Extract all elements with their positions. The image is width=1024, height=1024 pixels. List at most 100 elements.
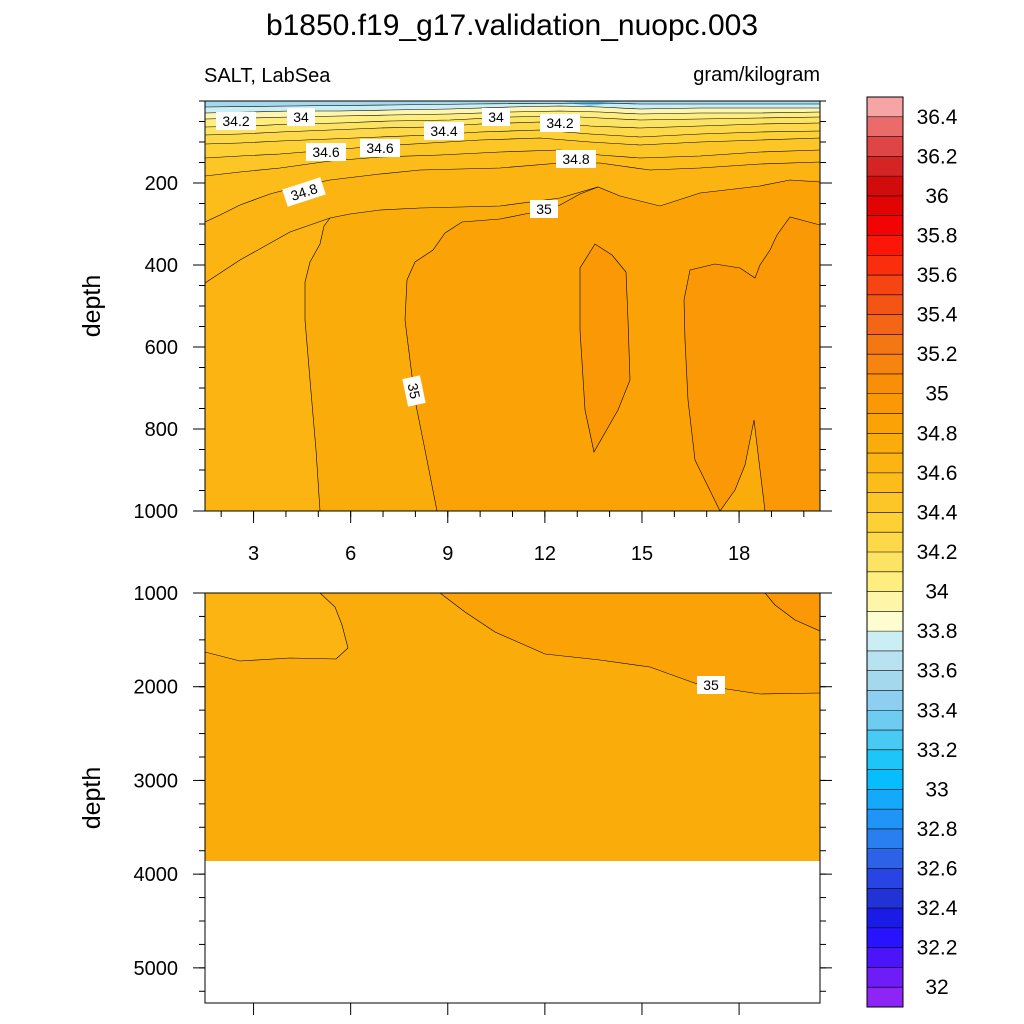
colorbar-swatch xyxy=(867,947,903,968)
y-tick-label: 5000 xyxy=(134,958,179,980)
colorbar-swatch xyxy=(867,769,903,790)
contour-label: 34 xyxy=(482,108,510,126)
colorbar-swatch xyxy=(867,314,903,335)
top-panel-fills xyxy=(205,101,820,511)
colorbar-swatch xyxy=(867,828,903,850)
variable-label: SALT, LabSea xyxy=(204,65,331,87)
colorbar-label: 33.8 xyxy=(917,620,958,643)
colorbar-label: 36.2 xyxy=(917,145,958,168)
contour-label: 34.8 xyxy=(556,150,596,168)
contour-label: 34 xyxy=(287,108,315,126)
top-contour-labels: 34.2 34 34 34.2 34.4 34.6 34.6 34.8 34.8… xyxy=(216,108,596,407)
colorbar-swatch xyxy=(867,631,903,652)
colorbar-label: 35.8 xyxy=(917,224,958,247)
fill-35-2-deep xyxy=(765,593,820,631)
colorbar-swatch xyxy=(867,552,903,573)
bottom-panel-ticks: 1000 2000 3000 4000 5000 xyxy=(134,583,832,1015)
colorbar-swatch xyxy=(867,908,903,929)
fill-35-1-deep xyxy=(440,593,820,694)
colorbar-swatch xyxy=(867,136,903,157)
colorbar-swatch xyxy=(867,472,903,494)
colorbar: 32 32.2 32.4 32.6 32.8 33 33.2 33.4 33.6 33.8 34 34… xyxy=(866,96,958,1008)
colorbar-swatch xyxy=(867,848,903,870)
x-tick-label: 6 xyxy=(345,543,356,565)
colorbar-swatch xyxy=(867,591,903,612)
colorbar-swatch xyxy=(867,294,903,316)
colorbar-swatch xyxy=(867,453,903,474)
colorbar-label: 35.2 xyxy=(917,343,958,366)
colorbar-swatch xyxy=(867,275,903,296)
colorbar-swatch xyxy=(867,987,903,1008)
y-tick-label: 3000 xyxy=(134,770,179,792)
bottom-y-axis-label: depth xyxy=(78,767,106,830)
fill-35-2-right xyxy=(684,217,820,511)
colorbar-swatch xyxy=(867,116,903,138)
contour-label: 34.4 xyxy=(424,122,464,140)
colorbar-swatch xyxy=(867,650,903,672)
colorbar-swatch xyxy=(867,710,903,731)
svg-text:34: 34 xyxy=(293,109,309,125)
y-tick-label: 600 xyxy=(145,337,178,359)
colorbar-swatch xyxy=(867,492,903,513)
colorbar-label: 36.4 xyxy=(917,106,958,129)
colorbar-swatch xyxy=(867,927,903,949)
fill-34-9 xyxy=(205,101,820,511)
colorbar-swatch xyxy=(867,532,903,553)
colorbar-label: 35 xyxy=(925,383,948,406)
colorbar-swatch xyxy=(867,611,903,632)
colorbar-swatch xyxy=(867,255,903,276)
y-tick-label: 2000 xyxy=(134,677,179,699)
colorbar-swatch xyxy=(867,215,903,236)
svg-text:34.6: 34.6 xyxy=(366,140,393,156)
contour-label: 34.8 xyxy=(282,177,326,207)
contour-label: 34.2 xyxy=(216,112,256,130)
colorbar-swatch xyxy=(867,156,903,177)
x-tick-label: 12 xyxy=(534,543,556,565)
colorbar-swatch xyxy=(867,393,903,415)
svg-text:35: 35 xyxy=(405,382,424,401)
colorbar-label: 33.6 xyxy=(917,660,958,683)
top-panel: 34.2 34 34 34.2 34.4 34.6 34.6 34.8 34.8… xyxy=(78,100,832,565)
colorbar-label: 32.8 xyxy=(917,818,958,841)
y-tick-label: 4000 xyxy=(134,864,179,886)
svg-text:34.4: 34.4 xyxy=(430,123,457,139)
fill-35-2-lobe xyxy=(580,244,630,452)
colorbar-swatch xyxy=(867,749,903,771)
svg-text:34.6: 34.6 xyxy=(312,144,339,160)
colorbar-swatch xyxy=(867,868,903,889)
colorbar-swatch xyxy=(867,690,903,711)
colorbar-label: 32.2 xyxy=(917,937,958,960)
colorbar-label: 34.6 xyxy=(917,462,958,485)
y-tick-label: 1000 xyxy=(134,501,179,523)
x-tick-label: 9 xyxy=(442,543,453,565)
bottom-panel-fills xyxy=(205,593,820,861)
bottom-panel-contours xyxy=(205,593,820,695)
colorbar-swatch xyxy=(867,888,903,909)
colorbar-swatch xyxy=(867,433,903,454)
x-tick-label: 15 xyxy=(631,543,653,565)
colorbar-swatch xyxy=(867,670,903,691)
fill-34-9-deep xyxy=(205,593,348,661)
svg-text:35: 35 xyxy=(703,677,719,693)
colorbar-swatch xyxy=(867,789,903,810)
y-tick-label: 1000 xyxy=(134,583,179,605)
svg-text:35: 35 xyxy=(536,201,552,217)
colorbar-label: 35.4 xyxy=(917,304,958,327)
colorbar-swatch xyxy=(867,413,903,434)
colorbar-swatch xyxy=(867,195,903,217)
colorbar-swatch xyxy=(867,730,903,751)
colorbar-frame xyxy=(866,96,904,1008)
contour-label: 35 xyxy=(402,375,426,407)
colorbar-label: 34 xyxy=(925,581,949,604)
svg-text:34.2: 34.2 xyxy=(546,115,573,131)
bottom-panel-frame xyxy=(204,592,821,1004)
colorbar-label: 34.2 xyxy=(917,541,958,564)
colorbar-swatch xyxy=(867,176,903,197)
x-tick-label: 3 xyxy=(248,543,259,565)
colorbar-swatch xyxy=(867,809,903,830)
colorbar-label: 32.4 xyxy=(917,897,958,920)
y-tick-label: 400 xyxy=(145,255,178,277)
colorbar-swatch xyxy=(867,334,903,355)
top-y-axis-label: depth xyxy=(78,275,106,338)
colorbar-swatch xyxy=(867,373,903,395)
